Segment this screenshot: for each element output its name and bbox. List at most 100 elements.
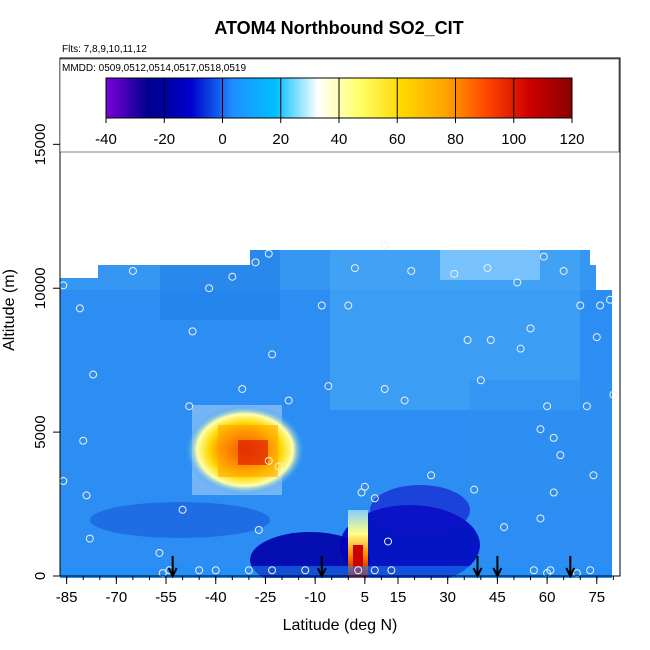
observation-point (254, 525, 263, 534)
observation-point (549, 433, 558, 442)
observation-point (586, 566, 595, 575)
x-tick-label: -25 (255, 589, 277, 606)
observation-point (155, 548, 164, 557)
observation-point (543, 402, 552, 411)
observation-point (582, 402, 591, 411)
x-tick-label: 75 (588, 589, 605, 606)
observation-point (264, 249, 273, 258)
observation-point (536, 514, 545, 523)
observation-point (324, 382, 333, 391)
x-tick-label: 45 (489, 589, 506, 606)
observation-point (85, 534, 94, 543)
colorbar: MMDD: 0509,0512,0514,0517,0518,0519 -40 -… (59, 58, 620, 153)
colorbar-tick-label: -20 (153, 131, 175, 148)
x-axis: -85 -70 -55 -40 -25 -10 5 15 30 45 60 75 (56, 575, 620, 606)
observation-point (536, 425, 545, 434)
x-tick-label: 5 (361, 589, 369, 606)
observation-point (539, 252, 548, 261)
colorbar-tick-label: 120 (559, 131, 584, 148)
observation-point (178, 505, 187, 514)
observation-points (59, 241, 618, 578)
observation-point (268, 350, 277, 359)
observation-point (463, 336, 472, 345)
observation-point (572, 569, 581, 578)
observation-point (526, 324, 535, 333)
observation-point (380, 384, 389, 393)
heatmap-field (60, 250, 612, 578)
observation-point (384, 537, 393, 546)
observation-point (546, 566, 555, 575)
observation-point (238, 384, 247, 393)
colorbar-tick-label: 80 (447, 131, 464, 148)
y-tick-label: 15000 (32, 123, 49, 165)
observation-point (188, 327, 197, 336)
observation-point (500, 523, 509, 532)
observation-point (387, 566, 396, 575)
observation-point (317, 301, 326, 310)
x-tick-label: 60 (539, 589, 556, 606)
observation-point (370, 494, 379, 503)
observation-point (244, 566, 253, 575)
observation-point (274, 462, 283, 471)
y-axis: 0 5000 10000 15000 (32, 58, 61, 580)
colorbar-tick-label: 100 (501, 131, 526, 148)
observation-point (513, 278, 522, 287)
observation-point (609, 390, 618, 399)
x-axis-label: Latitude (deg N) (283, 617, 398, 634)
flights-subtitle: Flts: 7,8,9,10,11,12 (62, 44, 147, 55)
heatmap-band-north-mid (470, 380, 610, 500)
observation-point (407, 266, 416, 275)
observation-point (89, 370, 98, 379)
heatmap-plume-max (238, 440, 268, 465)
colorbar-tick-label: 60 (389, 131, 406, 148)
observation-point (576, 301, 585, 310)
observation-point (360, 482, 369, 491)
observation-point (185, 402, 194, 411)
x-tick-label: -55 (155, 589, 177, 606)
colorbar-ticks: -40 -20 0 20 40 60 80 100 120 (95, 78, 585, 148)
observation-point (82, 491, 91, 500)
observation-point (264, 456, 273, 465)
colorbar-tick-label: -40 (95, 131, 117, 148)
observation-point (606, 295, 615, 304)
heatmap-band-south-high (160, 250, 280, 320)
observation-point (195, 566, 204, 575)
observation-point (516, 344, 525, 353)
observation-point (529, 566, 538, 575)
x-tick-label: 15 (390, 589, 407, 606)
colorbar-tick-label: 0 (218, 131, 226, 148)
colorbar-tick-label: 20 (272, 131, 289, 148)
observation-point (556, 451, 565, 460)
observation-point (211, 566, 220, 575)
observation-point (400, 396, 409, 405)
observation-point (284, 396, 293, 405)
observation-point (589, 471, 598, 480)
observation-point (205, 284, 214, 293)
observation-point (559, 266, 568, 275)
observation-point (476, 376, 485, 385)
observation-point (470, 485, 479, 494)
observation-point (301, 566, 310, 575)
chart-title: ATOM4 Northbound SO2_CIT (214, 18, 463, 38)
observation-point (251, 258, 260, 267)
observation-point (354, 566, 363, 575)
y-tick-label: 0 (32, 572, 49, 580)
y-axis-label: Altitude (m) (1, 269, 18, 351)
observation-point (549, 488, 558, 497)
observation-point (357, 488, 366, 497)
y-tick-label: 10000 (32, 267, 49, 309)
observation-point (483, 264, 492, 273)
observation-point (79, 436, 88, 445)
x-tick-label: -10 (304, 589, 326, 606)
observation-point (450, 269, 459, 278)
x-tick-label: -85 (56, 589, 78, 606)
observation-point (380, 241, 389, 250)
x-tick-label: -70 (105, 589, 127, 606)
observation-point (486, 336, 495, 345)
observation-point (128, 266, 137, 275)
dates-subtitle: MMDD: 0509,0512,0514,0517,0518,0519 (62, 63, 246, 74)
observation-point (268, 566, 277, 575)
observation-point (344, 301, 353, 310)
observation-point (596, 301, 605, 310)
